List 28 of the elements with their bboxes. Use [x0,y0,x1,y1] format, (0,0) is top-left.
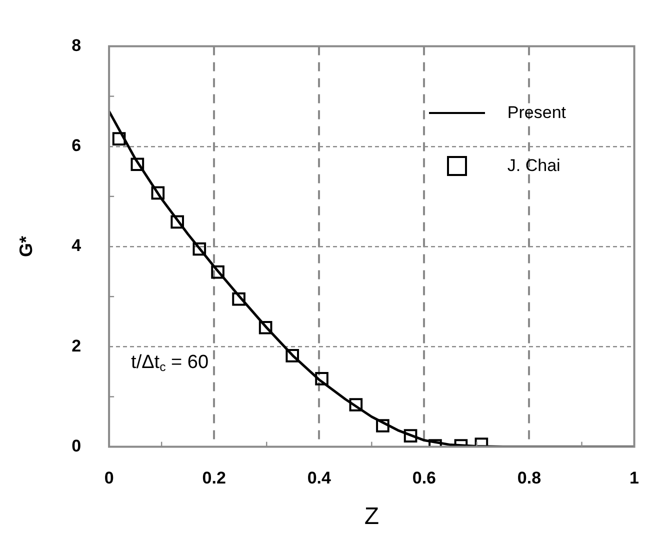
y-axis-title: G* [16,236,36,258]
y-tick-label: 4 [72,236,82,256]
x-axis-title: Z [364,503,379,530]
point [151,186,165,200]
x-tick-label: 0.4 [307,468,332,488]
point [211,265,224,279]
point [192,242,206,256]
point [404,429,418,442]
point [130,158,144,172]
y-tick-label: 8 [72,36,82,55]
x-tick-label: 0.6 [412,468,436,488]
legend-label: Present [507,102,566,122]
point [286,349,300,362]
point [170,215,184,229]
legend-label: J. Chai [507,156,560,176]
point [376,419,390,432]
point [232,292,246,306]
point [112,132,126,146]
point [315,372,328,386]
y-tick-label: 0 [72,436,82,456]
x-tick-label: 0.2 [202,468,226,488]
x-tick-label: 1 [630,468,640,488]
point [349,398,363,412]
y-tick-label: 6 [72,136,82,156]
x-tick-label: 0.8 [517,468,542,488]
x-tick-label: 0 [104,468,114,488]
y-tick-label: 2 [72,336,82,356]
point [258,320,272,334]
